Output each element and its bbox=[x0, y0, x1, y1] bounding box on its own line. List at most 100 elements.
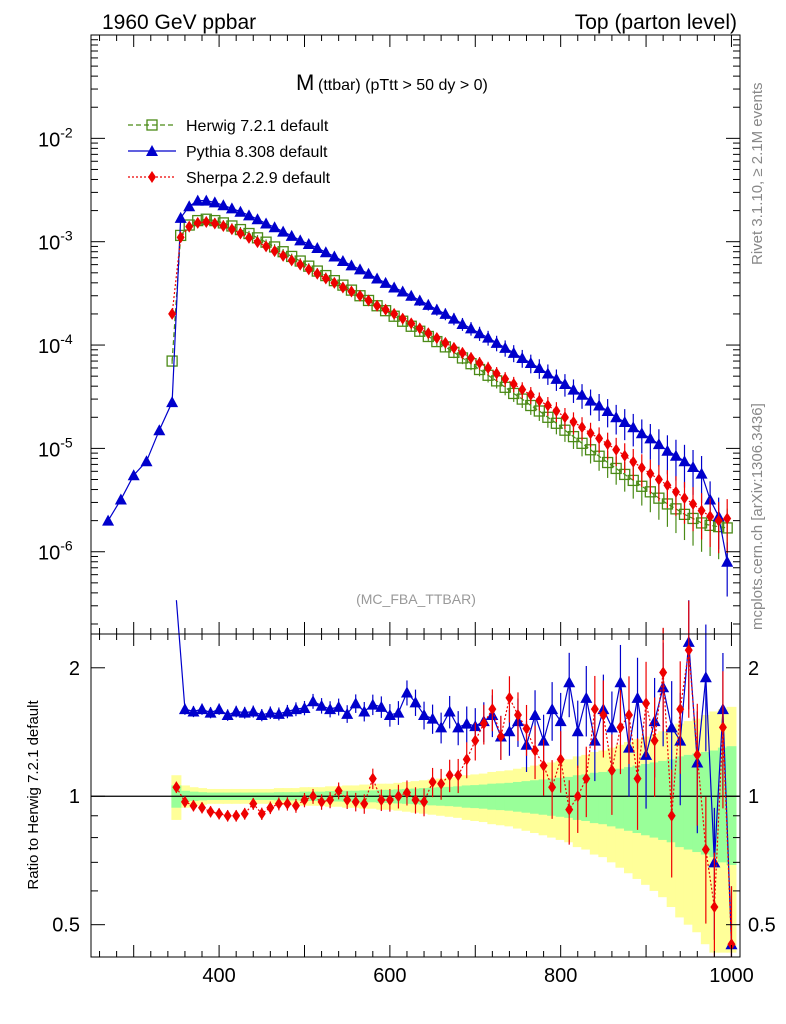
pythia-point bbox=[482, 331, 495, 343]
pythia-point bbox=[635, 427, 648, 439]
pythia-point bbox=[550, 372, 563, 384]
sherpa-point bbox=[227, 223, 236, 236]
ratio-sherpa-point bbox=[693, 748, 702, 761]
pythia-point bbox=[353, 263, 366, 275]
ratio-pythia-point bbox=[443, 705, 456, 717]
ratio-pythia-point bbox=[281, 705, 294, 717]
sherpa-point bbox=[467, 351, 476, 364]
herwig-band-inner bbox=[598, 771, 609, 825]
pythia-point bbox=[687, 461, 700, 473]
pythia-point bbox=[610, 411, 623, 423]
ratio-pythia-point bbox=[349, 697, 362, 709]
ratio-panel: 2 2 1 1 0.5 0.5 400 600 800 1000 Ratio to Herwig … bbox=[25, 600, 776, 987]
sherpa-point bbox=[586, 427, 595, 440]
ratio-sherpa-point bbox=[232, 809, 241, 822]
ratio-sherpa-point bbox=[659, 666, 668, 679]
ratio-sherpa-point bbox=[283, 797, 292, 810]
pythia-point bbox=[319, 246, 332, 258]
herwig-band-inner bbox=[658, 760, 669, 840]
herwig-band-inner bbox=[538, 779, 549, 815]
ratio-axes: 2 2 1 1 0.5 0.5 400 600 800 1000 bbox=[52, 634, 776, 987]
ratio-sherpa-point bbox=[317, 795, 326, 808]
pythia-point bbox=[191, 194, 204, 206]
herwig-point bbox=[166, 355, 178, 367]
main-ytick-label: 10-6 bbox=[38, 538, 73, 565]
sherpa-point bbox=[509, 377, 518, 390]
pythia-point bbox=[234, 205, 247, 217]
ratio-sherpa-point bbox=[710, 901, 719, 914]
sherpa-point bbox=[364, 294, 373, 307]
pythia-point bbox=[558, 377, 571, 389]
ratio-pythia-point bbox=[264, 706, 277, 718]
ratio-pythia-point bbox=[375, 700, 388, 712]
ratio-sherpa-point bbox=[565, 803, 574, 816]
ratio-sherpa-point bbox=[172, 781, 181, 794]
sherpa-point bbox=[432, 332, 441, 345]
ratio-ylabel: Ratio to Herwig 7.2.1 default bbox=[25, 700, 42, 890]
sherpa-point bbox=[313, 267, 322, 280]
ratio-series-sherpa bbox=[172, 600, 736, 957]
sherpa-point bbox=[219, 219, 228, 232]
ratio-sherpa-point bbox=[522, 722, 531, 735]
ratio-sherpa-point bbox=[513, 709, 522, 722]
rivet-label: Rivet 3.1.10, ≥ 2.1M events bbox=[749, 83, 766, 266]
pythia-point bbox=[465, 322, 478, 334]
plot-title-main: M bbox=[296, 70, 314, 95]
pythia-point bbox=[166, 396, 179, 408]
ratio-sherpa-point bbox=[240, 807, 249, 820]
ratio-sherpa-point bbox=[377, 793, 386, 806]
herwig-line bbox=[171, 218, 728, 529]
pythia-point bbox=[439, 307, 452, 319]
ratio-sherpa-point bbox=[599, 709, 608, 722]
ratio-pythia-point bbox=[392, 706, 405, 718]
ratio-sherpa-point bbox=[180, 795, 189, 808]
sherpa-point bbox=[535, 394, 544, 407]
header-process: Top (parton level) bbox=[575, 11, 737, 34]
sherpa-point bbox=[723, 512, 732, 525]
ratio-sherpa-point bbox=[274, 797, 283, 810]
main-ytick-label: 10-4 bbox=[38, 331, 73, 358]
ratio-sherpa-point bbox=[488, 703, 497, 716]
sherpa-point bbox=[560, 411, 569, 424]
ratio-sherpa-point bbox=[351, 795, 360, 808]
sherpa-point bbox=[253, 236, 262, 249]
ratio-sherpa-point bbox=[556, 753, 565, 766]
header-energy: 1960 GeV ppbar bbox=[102, 11, 256, 34]
herwig-band-inner bbox=[521, 781, 532, 813]
sherpa-point bbox=[210, 217, 219, 230]
herwig-band-inner bbox=[726, 746, 737, 866]
ratio-sherpa-point bbox=[257, 807, 266, 820]
sherpa-point bbox=[620, 449, 629, 462]
ratio-pythia-point bbox=[554, 715, 567, 727]
series-herwig bbox=[166, 213, 733, 563]
pythia-point bbox=[678, 455, 691, 467]
pythia-point bbox=[422, 298, 435, 310]
ratio-sherpa-point bbox=[479, 717, 488, 730]
sherpa-point bbox=[663, 479, 672, 492]
pythia-point bbox=[430, 303, 443, 315]
ratio-pythia-point bbox=[605, 721, 618, 733]
pythia-point bbox=[102, 514, 115, 526]
main-ytick-label: 10-5 bbox=[38, 434, 73, 461]
sherpa-point bbox=[458, 346, 467, 359]
pythia-point bbox=[601, 405, 614, 417]
analysis-watermark: (MC_FBA_TTBAR) bbox=[356, 591, 476, 607]
sherpa-point bbox=[654, 473, 663, 486]
pythia-point bbox=[541, 367, 554, 379]
legend-marker-herwig bbox=[146, 119, 158, 131]
pythia-point bbox=[208, 196, 221, 208]
herwig-band-inner bbox=[530, 780, 541, 814]
pythia-point bbox=[447, 312, 460, 324]
main-ytick-label: 10-2 bbox=[38, 124, 73, 151]
sherpa-point bbox=[347, 285, 356, 298]
sherpa-point bbox=[441, 336, 450, 349]
sherpa-point bbox=[407, 317, 416, 330]
ratio-sherpa-point bbox=[471, 734, 480, 747]
sherpa-point bbox=[236, 227, 245, 240]
ratio-sherpa-point bbox=[249, 797, 258, 810]
pythia-point bbox=[277, 225, 290, 237]
ratio-pythia-point bbox=[187, 705, 200, 717]
sherpa-point bbox=[518, 383, 527, 396]
pythia-point bbox=[584, 394, 597, 406]
